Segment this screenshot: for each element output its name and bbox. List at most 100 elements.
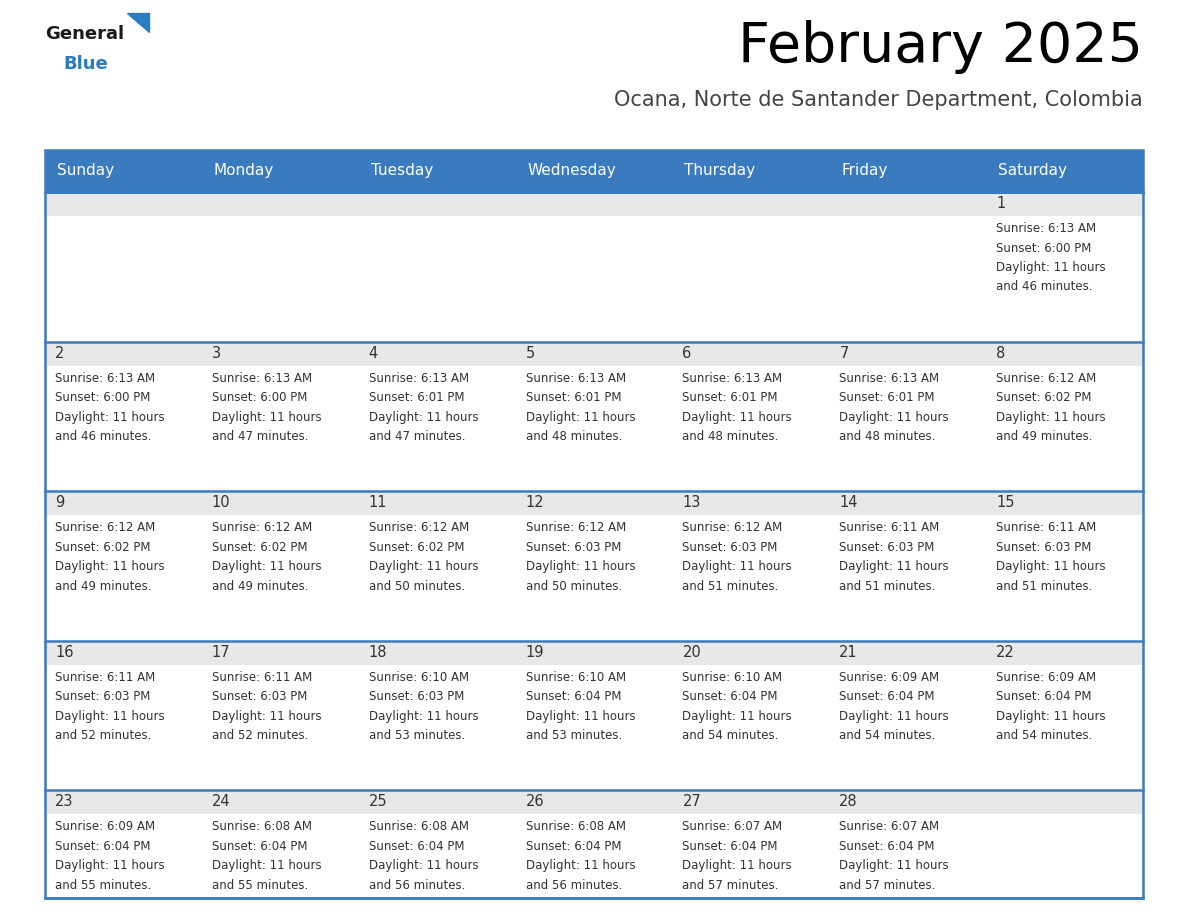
Text: and 51 minutes.: and 51 minutes. (682, 579, 779, 593)
Text: Sunset: 6:02 PM: Sunset: 6:02 PM (368, 541, 465, 554)
Text: and 55 minutes.: and 55 minutes. (211, 879, 308, 892)
Bar (986, 365, 1143, 491)
Text: Daylight: 11 hours: Daylight: 11 hours (525, 410, 636, 423)
Text: Sunset: 6:01 PM: Sunset: 6:01 PM (525, 391, 621, 404)
Text: Daylight: 11 hours: Daylight: 11 hours (211, 410, 322, 423)
Bar (45, 641, 202, 665)
Text: Daylight: 11 hours: Daylight: 11 hours (525, 710, 636, 722)
Bar (672, 665, 829, 790)
Text: Sunrise: 6:13 AM: Sunrise: 6:13 AM (368, 372, 469, 385)
Text: Daylight: 11 hours: Daylight: 11 hours (682, 710, 792, 722)
Text: 16: 16 (55, 644, 74, 660)
Text: 18: 18 (368, 644, 387, 660)
Text: Daylight: 11 hours: Daylight: 11 hours (682, 859, 792, 872)
Text: Daylight: 11 hours: Daylight: 11 hours (211, 859, 322, 872)
Text: Sunset: 6:01 PM: Sunset: 6:01 PM (368, 391, 465, 404)
Text: Wednesday: Wednesday (527, 163, 617, 178)
Text: Tuesday: Tuesday (371, 163, 432, 178)
Text: Sunset: 6:03 PM: Sunset: 6:03 PM (682, 541, 778, 554)
Text: Daylight: 11 hours: Daylight: 11 hours (55, 859, 165, 872)
Text: 9: 9 (55, 495, 64, 510)
Bar (45, 192, 1143, 898)
Bar (986, 790, 1143, 814)
Bar (202, 192, 359, 216)
Text: February 2025: February 2025 (738, 20, 1143, 74)
Bar (516, 814, 672, 918)
Text: General: General (45, 25, 124, 43)
Text: Sunrise: 6:13 AM: Sunrise: 6:13 AM (55, 372, 156, 385)
Text: Monday: Monday (214, 163, 274, 178)
Bar (359, 515, 516, 641)
Bar (672, 365, 829, 491)
Bar (516, 216, 672, 341)
Text: Sunrise: 6:08 AM: Sunrise: 6:08 AM (368, 821, 469, 834)
Bar (829, 216, 986, 341)
Bar (359, 365, 516, 491)
Bar (359, 641, 516, 665)
Text: Blue: Blue (63, 55, 108, 73)
Bar (516, 192, 672, 216)
Text: and 53 minutes.: and 53 minutes. (368, 729, 465, 743)
Bar (45, 665, 202, 790)
Text: 27: 27 (682, 794, 701, 810)
Text: Sunrise: 6:07 AM: Sunrise: 6:07 AM (839, 821, 940, 834)
Text: Sunrise: 6:13 AM: Sunrise: 6:13 AM (211, 372, 312, 385)
Bar (672, 491, 829, 515)
Text: Sunset: 6:04 PM: Sunset: 6:04 PM (682, 840, 778, 853)
Bar (829, 341, 986, 365)
Text: 10: 10 (211, 495, 230, 510)
Text: Sunset: 6:04 PM: Sunset: 6:04 PM (839, 840, 935, 853)
Text: Sunset: 6:03 PM: Sunset: 6:03 PM (839, 541, 935, 554)
Text: Sunrise: 6:11 AM: Sunrise: 6:11 AM (211, 671, 312, 684)
Text: Sunset: 6:04 PM: Sunset: 6:04 PM (55, 840, 151, 853)
Text: Sunset: 6:00 PM: Sunset: 6:00 PM (997, 241, 1092, 254)
Bar (45, 192, 202, 216)
Text: and 54 minutes.: and 54 minutes. (997, 729, 1093, 743)
Bar (359, 790, 516, 814)
Text: 2: 2 (55, 345, 64, 361)
Text: Sunset: 6:00 PM: Sunset: 6:00 PM (55, 391, 151, 404)
Text: 13: 13 (682, 495, 701, 510)
Text: Sunset: 6:03 PM: Sunset: 6:03 PM (211, 690, 308, 703)
Text: Daylight: 11 hours: Daylight: 11 hours (839, 710, 949, 722)
Text: Sunrise: 6:10 AM: Sunrise: 6:10 AM (682, 671, 783, 684)
Text: 11: 11 (368, 495, 387, 510)
Text: and 54 minutes.: and 54 minutes. (682, 729, 779, 743)
Bar (202, 341, 359, 365)
Text: Sunrise: 6:13 AM: Sunrise: 6:13 AM (525, 372, 626, 385)
Text: Sunset: 6:02 PM: Sunset: 6:02 PM (55, 541, 151, 554)
Text: Daylight: 11 hours: Daylight: 11 hours (997, 261, 1106, 274)
Text: Sunrise: 6:12 AM: Sunrise: 6:12 AM (997, 372, 1097, 385)
Bar (986, 665, 1143, 790)
Text: 21: 21 (839, 644, 858, 660)
Text: and 55 minutes.: and 55 minutes. (55, 879, 151, 892)
Bar (986, 216, 1143, 341)
Text: Daylight: 11 hours: Daylight: 11 hours (997, 710, 1106, 722)
Bar (672, 192, 829, 216)
Text: 23: 23 (55, 794, 74, 810)
Text: Sunset: 6:04 PM: Sunset: 6:04 PM (525, 840, 621, 853)
Bar (516, 515, 672, 641)
Bar (829, 814, 986, 918)
Text: Daylight: 11 hours: Daylight: 11 hours (368, 710, 479, 722)
Bar (359, 192, 516, 216)
Text: Sunset: 6:04 PM: Sunset: 6:04 PM (525, 690, 621, 703)
Bar (829, 790, 986, 814)
Text: Sunrise: 6:13 AM: Sunrise: 6:13 AM (997, 222, 1097, 235)
Text: Daylight: 11 hours: Daylight: 11 hours (368, 410, 479, 423)
Bar (202, 665, 359, 790)
Text: Sunrise: 6:09 AM: Sunrise: 6:09 AM (839, 671, 940, 684)
Text: 5: 5 (525, 345, 535, 361)
Text: Daylight: 11 hours: Daylight: 11 hours (55, 710, 165, 722)
Bar (516, 641, 672, 665)
Text: Sunrise: 6:12 AM: Sunrise: 6:12 AM (211, 521, 312, 534)
Text: Daylight: 11 hours: Daylight: 11 hours (839, 560, 949, 573)
Text: 26: 26 (525, 794, 544, 810)
Text: and 50 minutes.: and 50 minutes. (368, 579, 465, 593)
Bar (672, 341, 829, 365)
Text: Sunset: 6:00 PM: Sunset: 6:00 PM (211, 391, 308, 404)
Text: Sunset: 6:01 PM: Sunset: 6:01 PM (682, 391, 778, 404)
Text: and 47 minutes.: and 47 minutes. (368, 431, 466, 443)
Text: Ocana, Norte de Santander Department, Colombia: Ocana, Norte de Santander Department, Co… (614, 90, 1143, 110)
Text: Sunrise: 6:07 AM: Sunrise: 6:07 AM (682, 821, 783, 834)
